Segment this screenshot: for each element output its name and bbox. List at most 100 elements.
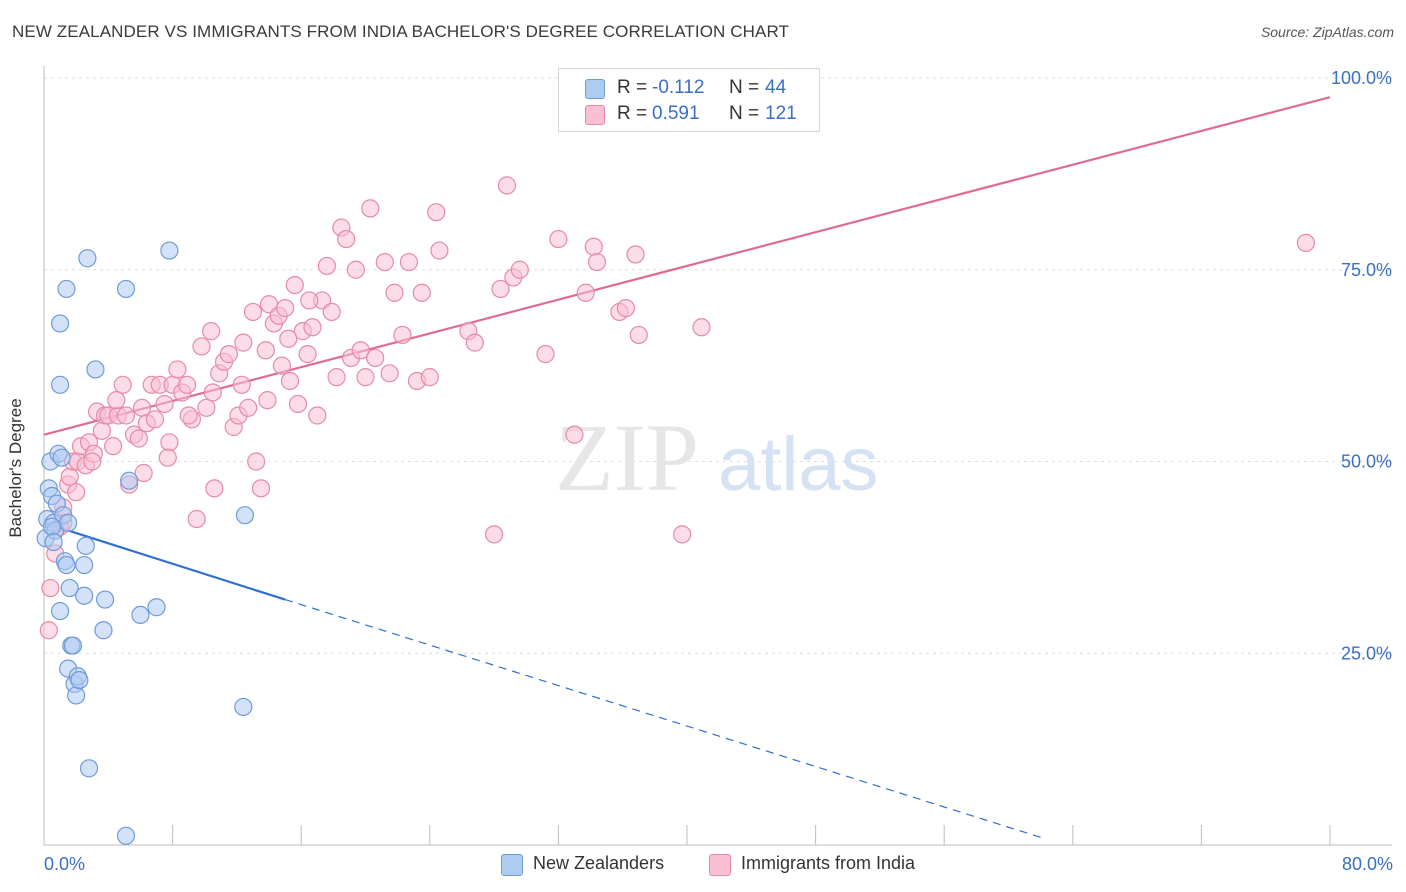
trend-line-extension xyxy=(284,598,1041,838)
point-new-zealander xyxy=(95,590,115,609)
point-new-zealander xyxy=(52,448,71,467)
point-immigrant-india xyxy=(104,437,123,456)
point-immigrant-india xyxy=(346,260,365,279)
watermark: ZIP atlas xyxy=(555,404,879,511)
point-immigrant-india xyxy=(491,279,510,299)
point-new-zealander xyxy=(44,532,63,552)
point-immigrant-india xyxy=(239,398,258,417)
point-immigrant-india xyxy=(158,448,177,467)
point-immigrant-india xyxy=(1296,233,1315,253)
point-immigrant-india xyxy=(197,398,216,417)
point-immigrant-india xyxy=(219,345,238,364)
point-immigrant-india xyxy=(203,383,222,402)
point-immigrant-india xyxy=(337,229,356,249)
bottom-legend-swatch-pink xyxy=(709,854,731,876)
point-immigrant-india xyxy=(288,394,308,414)
point-immigrant-india xyxy=(168,360,187,379)
point-immigrant-india xyxy=(430,241,449,260)
point-immigrant-india xyxy=(412,283,431,302)
point-immigrant-india xyxy=(280,371,300,391)
y-tick-label: 100.0% xyxy=(1331,68,1392,88)
point-immigrant-india xyxy=(399,252,419,272)
point-new-zealander xyxy=(57,279,76,299)
point-immigrant-india xyxy=(251,479,271,498)
point-new-zealander xyxy=(120,471,139,490)
tick-labels: 25.0% 50.0% 75.0% 100.0% 0.0% 80.0% xyxy=(44,68,1393,874)
point-immigrant-india xyxy=(536,345,555,364)
legend-r-value: -0.112 xyxy=(652,77,705,98)
correlation-legend: R = -0.112 N = 44 R = 0.591 N = 121 xyxy=(558,68,820,132)
legend-r-value: 0.591 xyxy=(652,103,700,124)
point-immigrant-india xyxy=(380,364,399,383)
point-immigrant-india xyxy=(134,463,153,483)
legend-n-label: N = xyxy=(729,103,760,124)
point-immigrant-india xyxy=(465,333,484,352)
point-immigrant-india xyxy=(420,368,439,387)
watermark-zip: ZIP xyxy=(555,404,699,511)
data-points xyxy=(36,176,1315,845)
point-immigrant-india xyxy=(361,199,380,218)
point-immigrant-india xyxy=(107,391,126,410)
point-immigrant-india xyxy=(205,479,224,498)
chart-title: NEW ZEALANDER VS IMMIGRANTS FROM INDIA B… xyxy=(12,22,790,41)
point-immigrant-india xyxy=(673,525,692,544)
point-immigrant-india xyxy=(202,322,221,341)
point-new-zealander xyxy=(235,506,255,525)
source-label: Source: ZipAtlas.com xyxy=(1260,24,1394,40)
point-new-zealander xyxy=(76,536,95,555)
point-immigrant-india xyxy=(322,302,341,322)
point-immigrant-india xyxy=(375,252,394,272)
point-immigrant-india xyxy=(276,299,295,318)
point-new-zealander xyxy=(79,759,99,778)
point-immigrant-india xyxy=(258,391,277,410)
point-new-zealander xyxy=(147,598,166,617)
y-axis-label: Bachelor's Degree xyxy=(6,398,25,538)
point-immigrant-india xyxy=(366,348,385,368)
point-immigrant-india xyxy=(356,368,375,387)
point-new-zealander xyxy=(50,375,70,394)
point-immigrant-india xyxy=(497,176,517,195)
point-new-zealander xyxy=(57,555,76,575)
point-immigrant-india xyxy=(232,375,251,394)
point-new-zealander xyxy=(75,555,94,575)
point-new-zealander xyxy=(131,605,150,625)
point-immigrant-india xyxy=(160,433,179,452)
point-immigrant-india xyxy=(327,368,346,387)
point-immigrant-india xyxy=(272,356,292,375)
point-immigrant-india xyxy=(285,275,304,295)
point-immigrant-india xyxy=(385,283,404,302)
point-immigrant-india xyxy=(298,345,317,364)
point-immigrant-india xyxy=(393,325,412,345)
point-immigrant-india xyxy=(247,452,266,471)
point-immigrant-india xyxy=(692,318,711,337)
legend-swatch-blue xyxy=(585,79,605,99)
point-new-zealander xyxy=(94,621,113,640)
legend-n-value: 121 xyxy=(765,103,797,124)
point-immigrant-india xyxy=(576,283,595,302)
point-immigrant-india xyxy=(83,452,102,471)
point-immigrant-india xyxy=(145,410,165,429)
trend-line xyxy=(43,521,286,601)
trend-line xyxy=(43,96,1331,436)
point-immigrant-india xyxy=(67,483,86,502)
y-tick-label: 25.0% xyxy=(1341,643,1392,663)
bottom-legend-label: New Zealanders xyxy=(533,853,665,873)
trend-lines xyxy=(43,96,1331,838)
point-immigrant-india xyxy=(243,302,263,322)
point-immigrant-india xyxy=(192,337,211,356)
point-immigrant-india xyxy=(616,299,636,318)
point-new-zealander xyxy=(67,686,86,705)
point-immigrant-india xyxy=(300,291,319,310)
bottom-legend-label: Immigrants from India xyxy=(741,853,916,873)
point-immigrant-india xyxy=(565,425,584,444)
point-immigrant-india xyxy=(234,333,253,352)
point-immigrant-india xyxy=(485,525,504,544)
point-immigrant-india xyxy=(279,329,298,348)
legend-r-label: R = xyxy=(617,103,648,124)
point-immigrant-india xyxy=(308,406,327,425)
grid xyxy=(44,77,1392,654)
point-new-zealander xyxy=(75,586,94,605)
point-immigrant-india xyxy=(177,375,197,394)
point-immigrant-india xyxy=(587,252,607,272)
point-immigrant-india xyxy=(317,256,337,276)
